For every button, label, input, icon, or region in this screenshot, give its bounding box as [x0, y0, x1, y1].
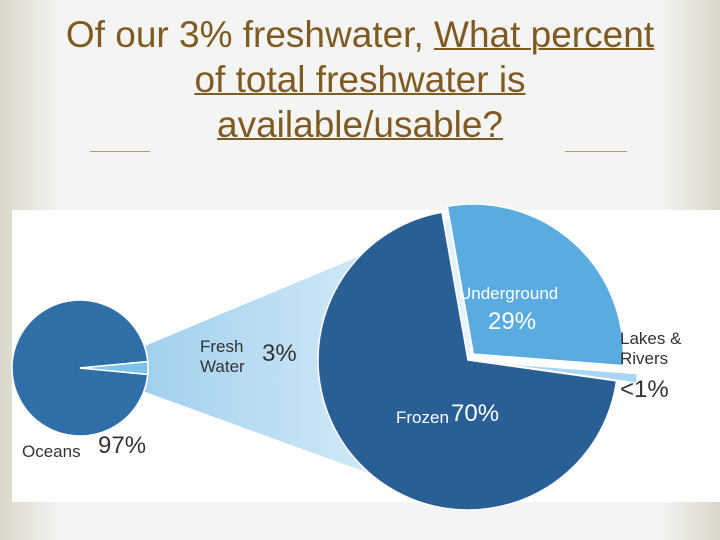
slice-label: Fresh Water	[200, 337, 245, 376]
slice-label: Frozen	[396, 408, 449, 427]
slice-value: 97%	[98, 432, 147, 459]
slice-label: Lakes & Rivers	[620, 329, 682, 368]
rule	[90, 151, 150, 152]
slice-value: 3%	[262, 340, 297, 367]
pie-slice	[317, 211, 618, 511]
slice-value: <1%	[620, 376, 669, 403]
pie-slice	[446, 203, 625, 367]
slice-label: Underground	[459, 284, 559, 303]
pie-slice	[11, 299, 149, 437]
title-question: What percent of total freshwater is avai…	[194, 14, 655, 145]
rule	[565, 151, 627, 152]
pie-slice	[79, 360, 149, 376]
title-lead: Of our 3% freshwater,	[65, 14, 424, 55]
slice-value: 29%	[488, 308, 537, 335]
slice-value: 70%	[451, 400, 500, 427]
slide-title: Of our 3% freshwater, What percent of to…	[60, 12, 660, 147]
slice-label: Oceans	[22, 442, 81, 461]
